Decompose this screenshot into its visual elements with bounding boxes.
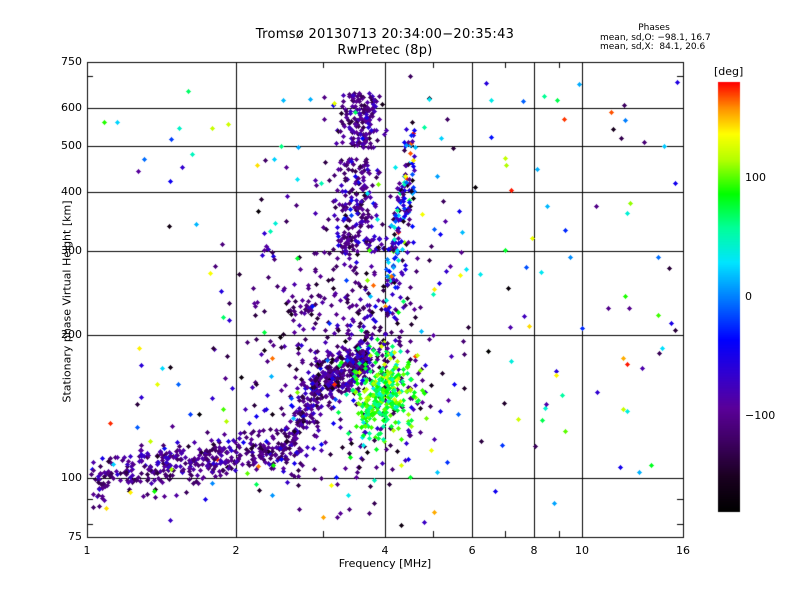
page-subtitle: RwPretec (8p)	[337, 43, 433, 58]
y-tick-label: 500	[61, 138, 82, 152]
page-title: Tromsø 20130713 20:34:00−20:35:43	[255, 27, 515, 42]
y-tick-label: 100	[61, 470, 82, 484]
y-tick-label: 400	[61, 184, 82, 198]
phases-annotation-o-mode: mean, sd,O: −98.1, 16.7	[600, 33, 711, 43]
phases-annotation-x-mode: mean, sd,X: 84.1, 20.6	[600, 42, 706, 52]
y-tick-label: 200	[61, 327, 82, 341]
x-tick-label: 10	[574, 544, 589, 557]
colorbar-unit-label: [deg]	[714, 65, 744, 78]
cbar-tick-label: 100	[745, 170, 766, 184]
cbar-tick-label: −100	[745, 409, 776, 423]
x-tick-label: 2	[232, 544, 240, 557]
x-tick-label: 8	[530, 544, 538, 557]
x-tick-label: 4	[381, 544, 389, 557]
y-tick-label: 600	[61, 101, 82, 115]
x-tick-label: 16	[676, 544, 690, 557]
y-tick-label: 75	[68, 530, 82, 543]
x-tick-label: 6	[468, 544, 476, 557]
x-tick-label: 1	[83, 544, 91, 557]
y-tick-label: 300	[61, 244, 82, 258]
phases-annotation-heading: Phases	[638, 23, 670, 33]
y-tick-label: 750	[61, 55, 82, 68]
cbar-tick-label: 0	[745, 290, 752, 303]
y-axis-label: Stationary phase Virtual Height [km]	[60, 200, 74, 403]
x-axis-label: Frequency [MHz]	[338, 557, 432, 570]
